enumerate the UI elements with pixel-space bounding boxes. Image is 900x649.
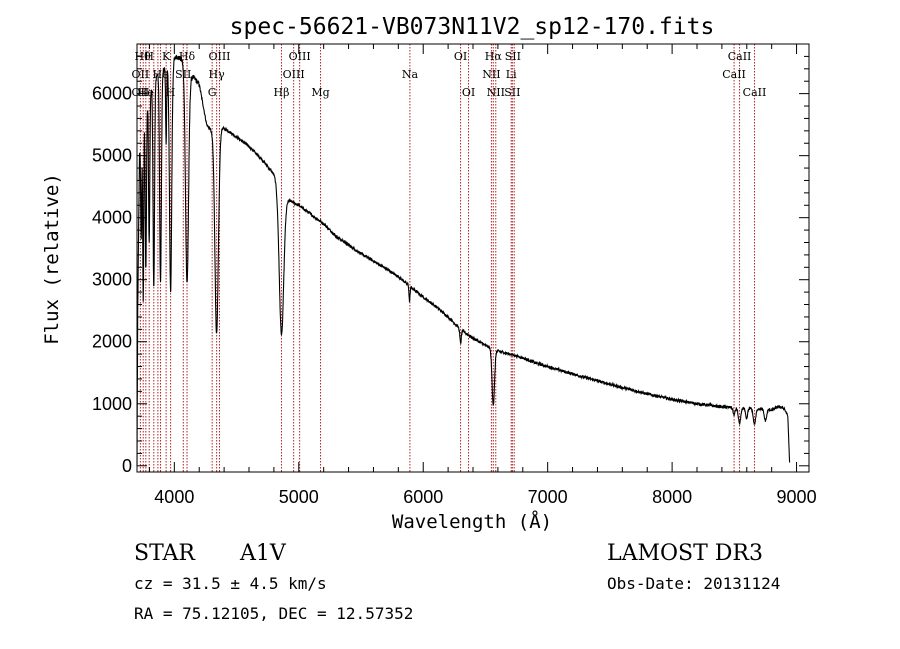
line-label: Hγ <box>209 68 226 81</box>
line-label: OI <box>454 50 467 63</box>
y-axis-ticks: 0 1000 2000 3000 4000 5000 6000 <box>92 55 809 476</box>
line-label: NII <box>487 86 505 99</box>
line-label: CaII <box>722 68 746 81</box>
line-label: OII <box>132 68 150 81</box>
y-tick-label: 4000 <box>92 208 132 228</box>
observation-date: Obs-Date: 20131124 <box>607 574 780 593</box>
line-label: NII <box>482 68 500 81</box>
line-label: Na <box>402 68 419 81</box>
object-class: STAR <box>134 541 196 566</box>
redshift-velocity: cz = 31.5 ± 4.5 km/s <box>134 574 327 593</box>
x-axis-ticks: 4000 5000 6000 7000 8000 9000 <box>148 44 817 507</box>
line-label: SII <box>505 50 521 63</box>
line-label: CaII <box>743 86 767 99</box>
chart-title: spec-56621-VB073N11V2_sp12-170.fits <box>230 14 715 40</box>
plot-frame <box>136 43 810 473</box>
spectral-line-markers <box>139 44 755 472</box>
x-tick-label: 5000 <box>279 487 319 507</box>
x-axis-label: Wavelength (Å) <box>392 510 552 533</box>
line-label: OIII <box>208 50 230 63</box>
x-tick-label: 6000 <box>403 487 443 507</box>
line-label: Hα <box>485 50 503 63</box>
line-label: SII <box>504 86 520 99</box>
x-tick-label: 4000 <box>154 487 194 507</box>
y-axis-label: Flux (relative) <box>41 173 63 345</box>
line-label: OI <box>462 86 475 99</box>
x-tick-label: 8000 <box>652 487 692 507</box>
line-label: Hθ <box>134 50 151 63</box>
y-tick-label: 5000 <box>92 146 132 166</box>
x-tick-label: 9000 <box>777 487 817 507</box>
y-tick-label: 2000 <box>92 332 132 352</box>
line-label: K <box>162 50 171 63</box>
object-subclass: A1V <box>239 541 287 566</box>
line-label: H <box>144 50 154 63</box>
line-label: He <box>152 68 168 81</box>
coordinates: RA = 75.12105, DEC = 12.57352 <box>134 604 413 623</box>
line-label: G <box>208 86 217 99</box>
y-tick-label: 6000 <box>92 84 132 104</box>
line-label: He <box>138 86 154 99</box>
survey-name: LAMOST DR3 <box>607 541 763 566</box>
spectrum-line <box>136 54 791 466</box>
line-label: Li <box>506 68 517 81</box>
x-tick-label: 7000 <box>528 487 568 507</box>
y-tick-label: 0 <box>122 456 132 476</box>
line-label: OIII <box>283 68 305 81</box>
line-label: Mg <box>311 86 329 99</box>
line-label: OII <box>132 86 150 99</box>
line-label: Hβ <box>274 86 290 99</box>
y-tick-label: 3000 <box>92 270 132 290</box>
line-label: Hδ <box>179 50 196 63</box>
y-tick-label: 1000 <box>92 394 132 414</box>
line-label: OIII <box>289 50 311 63</box>
line-label: CaII <box>728 50 752 63</box>
line-label: H <box>166 86 176 99</box>
